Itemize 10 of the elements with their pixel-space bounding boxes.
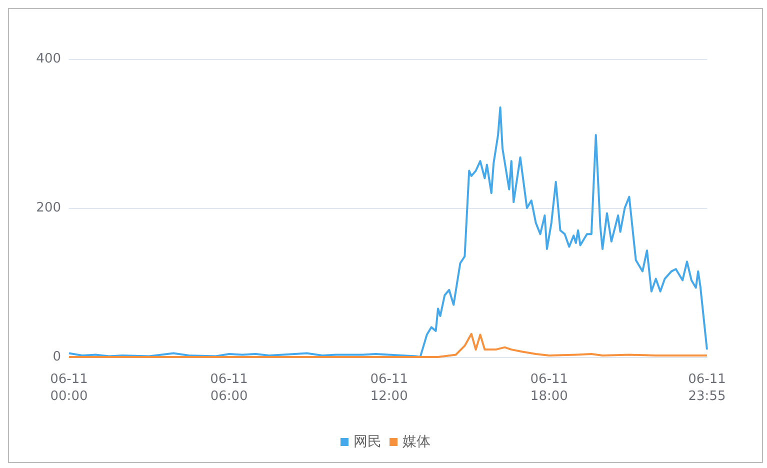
x-tick-label: 06-11 23:55 (688, 372, 726, 404)
y-tick-label: 0 (52, 350, 61, 364)
legend-label: 网民 (354, 434, 382, 450)
x-tick-label: 06-11 18:00 (530, 372, 568, 404)
x-tick-label: 06-11 12:00 (370, 372, 408, 404)
x-tick-label: 06-11 00:00 (50, 372, 88, 404)
x-tick-label: 06-11 06:00 (210, 372, 248, 404)
y-tick-label: 400 (36, 52, 61, 66)
legend-label: 媒体 (402, 434, 430, 450)
y-tick-label: 200 (36, 200, 61, 216)
